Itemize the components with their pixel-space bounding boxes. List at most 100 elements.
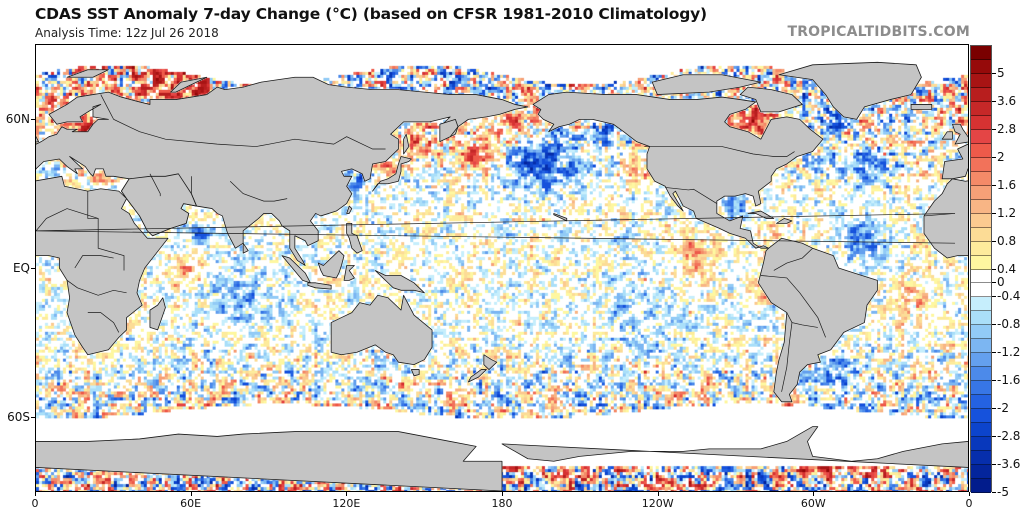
x-axis-label: 0 xyxy=(31,497,39,510)
colorbar-tick xyxy=(992,156,996,158)
land-africa xyxy=(923,178,968,259)
country-border xyxy=(786,312,818,328)
colorbar-label: -1.2 xyxy=(997,345,1021,360)
x-axis-tick xyxy=(346,492,348,496)
colorbar-label: -2 xyxy=(997,401,1009,416)
land-sumatra xyxy=(281,255,311,284)
colorbar-segment xyxy=(971,143,991,158)
land-eurasia xyxy=(941,143,968,180)
land-novaya-zemlya xyxy=(170,76,208,93)
colorbar-segment xyxy=(971,479,991,493)
land-hawaii xyxy=(553,213,568,222)
colorbar-segment xyxy=(971,129,991,144)
colorbar-label: 0.8 xyxy=(997,233,1017,248)
country-border xyxy=(66,280,127,296)
land-new-guinea xyxy=(374,270,425,294)
land-japan xyxy=(372,156,412,192)
y-axis-tick xyxy=(31,268,35,269)
colorbar-label: 0.4 xyxy=(997,261,1017,276)
colorbar-tick xyxy=(992,380,996,382)
land-borneo xyxy=(317,250,345,279)
colorbar-label: -3.6 xyxy=(997,457,1021,472)
x-axis-tick xyxy=(502,492,503,496)
colorbar-segment xyxy=(971,381,991,396)
colorbar-tick xyxy=(992,324,996,326)
country-border xyxy=(87,312,120,333)
colorbar-segment xyxy=(971,185,991,200)
colorbar xyxy=(970,45,992,493)
colorbar-label: -1.6 xyxy=(997,373,1021,388)
x-axis-label: 60W xyxy=(800,497,826,510)
colorbar-tick xyxy=(992,184,996,186)
colorbar-tick xyxy=(992,240,996,242)
y-axis-label: 60S xyxy=(7,410,30,425)
colorbar-segment xyxy=(971,101,991,116)
x-axis-tick xyxy=(813,492,815,496)
brand-watermark: TROPICALTIDBITS.COM xyxy=(787,24,970,40)
land-antarctica xyxy=(501,426,968,468)
country-border xyxy=(229,181,288,202)
country-border xyxy=(781,322,793,392)
y-axis-tick xyxy=(31,417,35,419)
colorbar-label: -0.8 xyxy=(997,317,1021,332)
colorbar-tick xyxy=(992,268,996,270)
colorbar-segment xyxy=(971,87,991,102)
colorbar-segment xyxy=(971,339,991,354)
land-sri-lanka xyxy=(242,242,249,254)
land-taiwan xyxy=(346,205,353,214)
sst-anomaly-map xyxy=(35,44,969,492)
colorbar-segment xyxy=(971,241,991,256)
colorbar-tick xyxy=(992,72,996,74)
country-border xyxy=(665,187,718,204)
land-arabia-fill xyxy=(121,173,197,237)
land-uk xyxy=(952,123,968,145)
colorbar-segment xyxy=(971,213,991,228)
colorbar-label: -5 xyxy=(997,485,1009,499)
colorbar-segment xyxy=(971,423,991,438)
land-antarctica xyxy=(36,431,503,491)
y-axis-label: 60N xyxy=(5,111,30,126)
land-kamchatka-fill xyxy=(439,118,459,143)
colorbar-tick xyxy=(992,492,996,493)
colorbar-label: 0 xyxy=(997,275,1005,290)
land-cuba xyxy=(747,210,775,219)
x-axis-label: 180 xyxy=(491,497,513,510)
country-border xyxy=(773,247,813,271)
land-s-america xyxy=(757,237,878,403)
x-axis-tick xyxy=(969,492,970,496)
colorbar-tick xyxy=(992,128,996,130)
colorbar-tick xyxy=(992,296,996,298)
x-axis-tick xyxy=(35,492,36,496)
country-border xyxy=(191,176,197,207)
colorbar-segment xyxy=(971,255,991,270)
colorbar-label: 1.2 xyxy=(997,205,1017,220)
colorbar-tick xyxy=(992,100,996,102)
colorbar-segment xyxy=(971,409,991,424)
colorbar-label: 2 xyxy=(997,149,1005,164)
y-axis-label: EQ xyxy=(12,261,30,275)
colorbar-tick xyxy=(992,408,996,410)
colorbar-tick xyxy=(992,282,996,284)
land-greenland xyxy=(778,61,922,120)
colorbar-segment xyxy=(971,367,991,382)
land-philippines xyxy=(346,223,363,254)
land-iceland xyxy=(910,104,933,110)
country-border xyxy=(74,255,114,269)
map-title: CDAS SST Anomaly 7-day Change (°C) (base… xyxy=(35,5,707,23)
country-border xyxy=(100,94,386,150)
land-arctic-islands xyxy=(651,74,762,95)
colorbar-tick xyxy=(992,464,996,466)
colorbar-segment xyxy=(971,465,991,480)
land-hispaniola xyxy=(776,218,793,224)
land-java xyxy=(307,282,332,290)
land-masses xyxy=(36,61,968,491)
land-africa xyxy=(36,175,169,356)
colorbar-label: -2.8 xyxy=(997,429,1021,444)
land-n-america xyxy=(532,91,824,249)
colorbar-segment xyxy=(971,297,991,312)
colorbar-segment xyxy=(971,269,991,284)
colorbar-segment xyxy=(971,157,991,172)
land-madagascar xyxy=(149,297,166,331)
country-border xyxy=(149,173,161,197)
country-border xyxy=(87,191,125,271)
